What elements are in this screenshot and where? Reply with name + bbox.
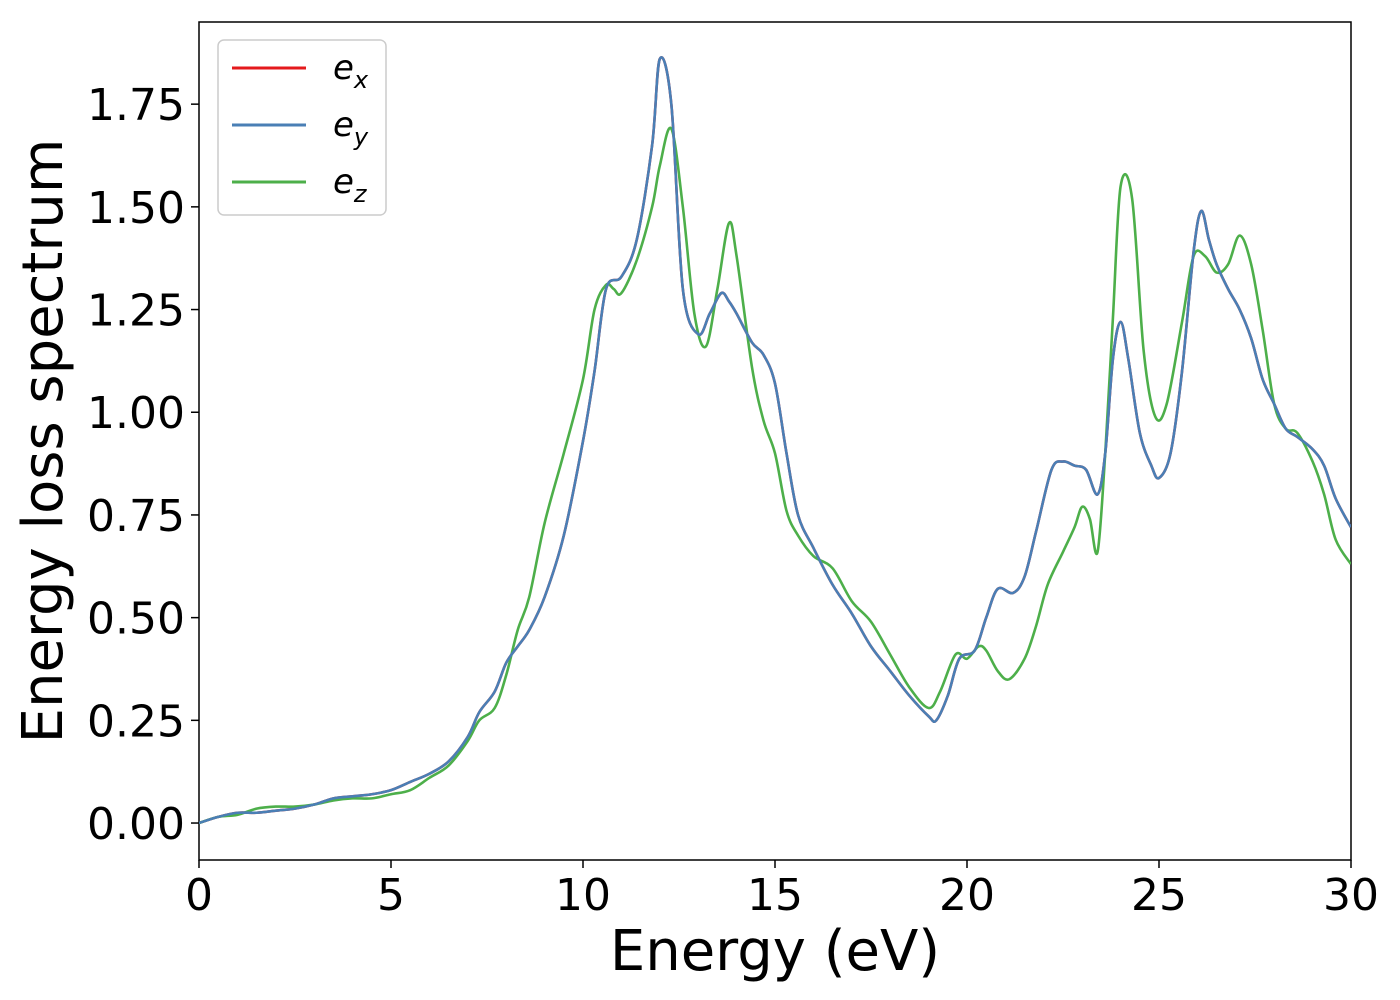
y-tick-label: 0.50 <box>87 594 185 645</box>
y-tick-label: 0.75 <box>87 491 185 542</box>
legend-label-subscript: z <box>353 180 368 208</box>
y-tick-label: 0.25 <box>87 696 185 747</box>
x-tick-label: 30 <box>1323 870 1379 921</box>
legend-label-z: ez <box>333 162 368 208</box>
legend-label-base: e <box>333 162 354 202</box>
legend-label-x: ex <box>333 48 369 94</box>
x-tick-label: 20 <box>939 870 995 921</box>
x-tick-label: 0 <box>185 870 213 921</box>
y-tick-label: 1.75 <box>87 80 185 131</box>
series-layer <box>199 56 1351 825</box>
series-line-y <box>199 56 1351 825</box>
y-tick-label: 1.50 <box>87 183 185 234</box>
y-axis-title: Energy loss spectrum <box>11 139 76 744</box>
x-tick-label: 5 <box>377 870 405 921</box>
y-tick-label: 1.25 <box>87 286 185 337</box>
x-tick-label: 15 <box>747 870 803 921</box>
legend-label-base: e <box>333 48 354 88</box>
series-line-z <box>199 126 1351 825</box>
x-axis: 0 5 10 15 20 25 30 <box>185 860 1379 921</box>
legend-box <box>217 39 387 216</box>
x-tick-label: 10 <box>555 870 611 921</box>
x-tick-label: 25 <box>1131 870 1187 921</box>
legend-label-subscript: y <box>353 123 369 151</box>
legend-label-subscript: x <box>353 66 369 94</box>
legend-label-base: e <box>333 105 354 145</box>
y-axis: 0.00 0.25 0.50 0.75 1.00 1.25 1.50 1.75 <box>87 80 199 850</box>
legend-label-y: ey <box>333 105 369 151</box>
x-axis-title: Energy (eV) <box>610 919 940 984</box>
y-tick-label: 0.00 <box>87 799 185 850</box>
y-tick-label: 1.00 <box>87 388 185 439</box>
